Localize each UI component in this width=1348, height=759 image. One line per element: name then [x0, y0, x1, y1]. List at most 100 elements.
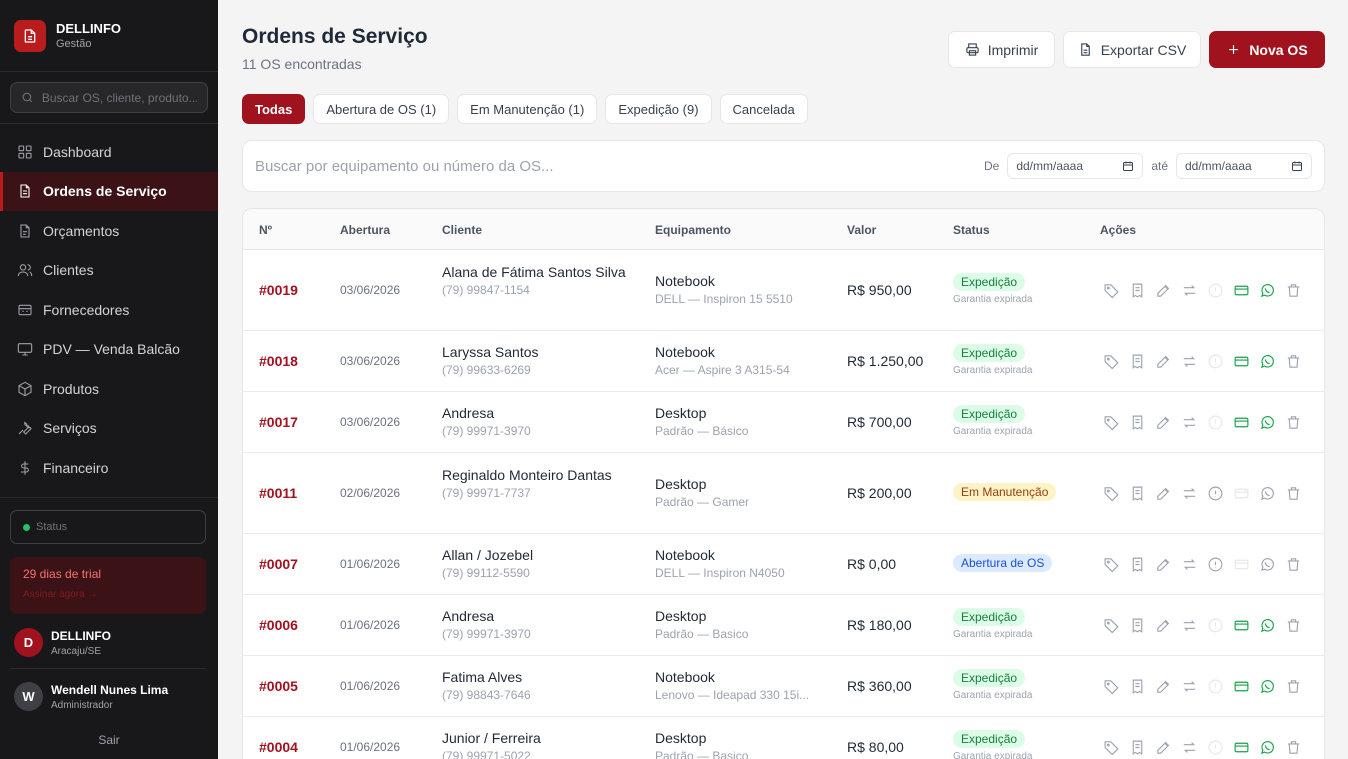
tag-icon[interactable] — [1103, 485, 1120, 502]
os-number[interactable]: #0017 — [259, 413, 298, 430]
transfer-icon[interactable] — [1181, 617, 1198, 634]
trash-icon[interactable] — [1285, 739, 1302, 756]
credit-card-icon[interactable] — [1233, 678, 1250, 695]
receipt-icon[interactable] — [1129, 617, 1146, 634]
whatsapp-icon[interactable] — [1259, 282, 1276, 299]
user-profile[interactable]: W Wendell Nunes Lima Administrador — [14, 682, 168, 711]
whatsapp-icon[interactable] — [1259, 556, 1276, 573]
transfer-icon[interactable] — [1181, 739, 1198, 756]
sidebar-search-input[interactable]: Buscar OS, cliente, produto... — [10, 82, 208, 113]
filter-abertura[interactable]: Abertura de OS (1) — [313, 94, 450, 124]
sidebar-item-pdv[interactable]: PDV — Venda Balcão — [0, 330, 218, 370]
info-icon[interactable] — [1207, 414, 1224, 431]
credit-card-icon[interactable] — [1233, 353, 1250, 370]
os-number[interactable]: #0006 — [259, 616, 298, 633]
edit-icon[interactable] — [1155, 739, 1172, 756]
transfer-icon[interactable] — [1181, 353, 1198, 370]
trash-icon[interactable] — [1285, 414, 1302, 431]
trash-icon[interactable] — [1285, 353, 1302, 370]
edit-icon[interactable] — [1155, 556, 1172, 573]
filter-expedicao[interactable]: Expedição (9) — [605, 94, 712, 124]
info-icon[interactable] — [1207, 353, 1224, 370]
transfer-icon[interactable] — [1181, 556, 1198, 573]
whatsapp-icon[interactable] — [1259, 414, 1276, 431]
os-number[interactable]: #0005 — [259, 677, 298, 694]
receipt-icon[interactable] — [1129, 739, 1146, 756]
date-from-input[interactable]: dd/mm/aaaa — [1007, 153, 1144, 179]
info-icon[interactable] — [1207, 485, 1224, 502]
trash-icon[interactable] — [1285, 282, 1302, 299]
tag-icon[interactable] — [1103, 678, 1120, 695]
filter-todas[interactable]: Todas — [242, 94, 306, 124]
whatsapp-icon[interactable] — [1259, 485, 1276, 502]
os-number[interactable]: #0007 — [259, 555, 298, 572]
edit-icon[interactable] — [1155, 414, 1172, 431]
table-row[interactable]: #0017 03/06/2026 Andresa (79) 99971-3970… — [243, 392, 1324, 453]
credit-card-icon[interactable] — [1233, 282, 1250, 299]
receipt-icon[interactable] — [1129, 282, 1146, 299]
table-row[interactable]: #0005 01/06/2026 Fatima Alves (79) 98843… — [243, 656, 1324, 717]
info-icon[interactable] — [1207, 282, 1224, 299]
subscribe-link[interactable]: Assinar agora → — [23, 589, 98, 600]
logout-button[interactable]: Sair — [98, 733, 120, 747]
sidebar-item-clientes[interactable]: Clientes — [0, 251, 218, 291]
status-indicator[interactable]: Status — [10, 510, 206, 544]
transfer-icon[interactable] — [1181, 485, 1198, 502]
whatsapp-icon[interactable] — [1259, 678, 1276, 695]
table-row[interactable]: #0019 03/06/2026 Alana de Fátima Santos … — [243, 250, 1324, 331]
info-icon[interactable] — [1207, 556, 1224, 573]
new-os-button[interactable]: Nova OS — [1209, 31, 1325, 68]
sidebar-item-servicos[interactable]: Serviços — [0, 409, 218, 449]
tag-icon[interactable] — [1103, 353, 1120, 370]
os-number[interactable]: #0018 — [259, 352, 298, 369]
filter-manutencao[interactable]: Em Manutenção (1) — [457, 94, 598, 124]
receipt-icon[interactable] — [1129, 414, 1146, 431]
info-icon[interactable] — [1207, 739, 1224, 756]
credit-card-icon[interactable] — [1233, 617, 1250, 634]
table-row[interactable]: #0011 02/06/2026 Reginaldo Monteiro Dant… — [243, 453, 1324, 534]
receipt-icon[interactable] — [1129, 678, 1146, 695]
trash-icon[interactable] — [1285, 678, 1302, 695]
edit-icon[interactable] — [1155, 282, 1172, 299]
export-csv-button[interactable]: Exportar CSV — [1063, 31, 1201, 68]
credit-card-icon[interactable] — [1233, 556, 1250, 573]
sidebar-item-dashboard[interactable]: Dashboard — [0, 132, 218, 172]
tag-icon[interactable] — [1103, 739, 1120, 756]
info-icon[interactable] — [1207, 617, 1224, 634]
table-row[interactable]: #0006 01/06/2026 Andresa (79) 99971-3970… — [243, 595, 1324, 656]
whatsapp-icon[interactable] — [1259, 353, 1276, 370]
edit-icon[interactable] — [1155, 617, 1172, 634]
receipt-icon[interactable] — [1129, 353, 1146, 370]
edit-icon[interactable] — [1155, 353, 1172, 370]
date-to-input[interactable]: dd/mm/aaaa — [1176, 153, 1312, 179]
tag-icon[interactable] — [1103, 556, 1120, 573]
transfer-icon[interactable] — [1181, 678, 1198, 695]
os-number[interactable]: #0019 — [259, 281, 298, 298]
tag-icon[interactable] — [1103, 617, 1120, 634]
receipt-icon[interactable] — [1129, 485, 1146, 502]
receipt-icon[interactable] — [1129, 556, 1146, 573]
transfer-icon[interactable] — [1181, 414, 1198, 431]
whatsapp-icon[interactable] — [1259, 617, 1276, 634]
sidebar-item-fornecedores[interactable]: Fornecedores — [0, 290, 218, 330]
transfer-icon[interactable] — [1181, 282, 1198, 299]
edit-icon[interactable] — [1155, 485, 1172, 502]
info-icon[interactable] — [1207, 678, 1224, 695]
credit-card-icon[interactable] — [1233, 414, 1250, 431]
sidebar-item-ordens[interactable]: Ordens de Serviço — [0, 171, 218, 211]
sidebar-item-produtos[interactable]: Produtos — [0, 369, 218, 409]
print-button[interactable]: Imprimir — [948, 31, 1055, 68]
trash-icon[interactable] — [1285, 485, 1302, 502]
table-row[interactable]: #0004 01/06/2026 Junior / Ferreira (79) … — [243, 717, 1324, 759]
filter-cancelada[interactable]: Cancelada — [719, 94, 808, 124]
edit-icon[interactable] — [1155, 678, 1172, 695]
table-row[interactable]: #0018 03/06/2026 Laryssa Santos (79) 996… — [243, 331, 1324, 392]
trash-icon[interactable] — [1285, 617, 1302, 634]
credit-card-icon[interactable] — [1233, 739, 1250, 756]
os-search-input[interactable]: Buscar por equipamento ou número da OS..… — [255, 157, 554, 175]
sidebar-item-financeiro[interactable]: Financeiro — [0, 448, 218, 488]
sidebar-item-orcamentos[interactable]: Orçamentos — [0, 211, 218, 251]
os-number[interactable]: #0011 — [259, 484, 298, 501]
table-row[interactable]: #0007 01/06/2026 Allan / Jozebel (79) 99… — [243, 534, 1324, 595]
tag-icon[interactable] — [1103, 282, 1120, 299]
